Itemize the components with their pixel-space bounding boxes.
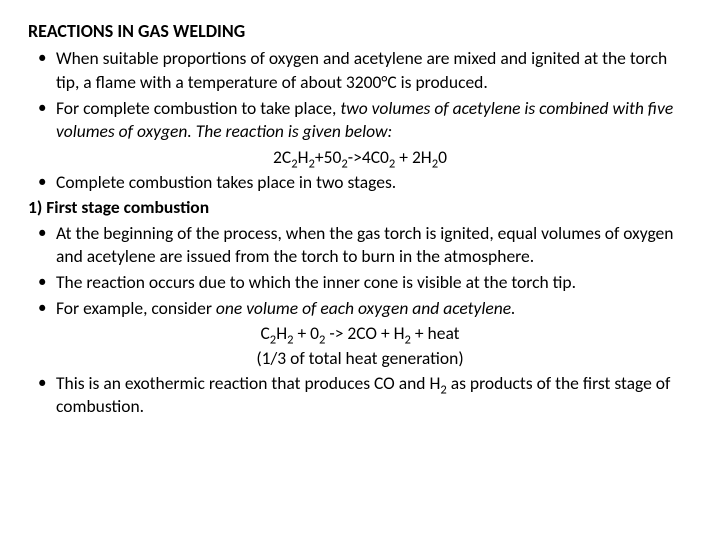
bullet-item: For complete combustion to take place, t… — [28, 97, 692, 144]
eq-text: ->4C0 — [348, 146, 389, 168]
bullet-group-d: This is an exothermic reaction that prod… — [28, 372, 692, 419]
equation-1: 2C2H2+502->4C02 + 2H20 — [28, 146, 692, 170]
bullet-group-c: At the beginning of the process, when th… — [28, 222, 692, 321]
eq-text: 2C — [273, 146, 291, 168]
bullet-text: The reaction occurs due to which the inn… — [56, 271, 576, 293]
eq-text: + 0 — [293, 322, 319, 344]
eq-text: +50 — [315, 146, 341, 168]
bullet-text: For example, consider — [56, 297, 216, 319]
eq-text: -> 2CO + H — [325, 322, 404, 344]
eq-text: H — [276, 322, 287, 344]
bullet-item: For example, consider one volume of each… — [28, 297, 692, 321]
bullet-text: When suitable proportions of oxygen and … — [56, 47, 667, 93]
equation-2: C2H2 + 02 -> 2CO + H2 + heat — [28, 322, 692, 346]
bullet-item: At the beginning of the process, when th… — [28, 222, 692, 269]
bullet-item: Complete combustion takes place in two s… — [28, 171, 692, 195]
bullet-text: Complete combustion takes place in two s… — [56, 171, 396, 193]
slide-title: REACTIONS IN GAS WELDING — [28, 20, 692, 43]
bullet-text: For complete combustion to take place, — [56, 97, 340, 119]
bullet-item: The reaction occurs due to which the inn… — [28, 271, 692, 295]
eq-text: C — [260, 322, 269, 344]
bullet-text-italic: one volume of each oxygen and acetylene. — [216, 297, 516, 319]
eq-text: + 2H — [395, 146, 431, 168]
stage-1-heading: 1) First stage combustion — [28, 196, 692, 220]
equation-2-note: (1/3 of total heat generation) — [28, 347, 692, 371]
eq-text: H — [298, 146, 309, 168]
bullet-item: This is an exothermic reaction that prod… — [28, 372, 692, 419]
bullet-item: When suitable proportions of oxygen and … — [28, 47, 692, 94]
bullet-text: This is an exothermic reaction that prod… — [56, 372, 440, 394]
eq-text: + heat — [411, 322, 460, 344]
bullet-group-b: Complete combustion takes place in two s… — [28, 171, 692, 195]
eq-text: 0 — [438, 146, 447, 168]
bullet-group-a: When suitable proportions of oxygen and … — [28, 47, 692, 144]
bullet-text: At the beginning of the process, when th… — [56, 222, 673, 268]
